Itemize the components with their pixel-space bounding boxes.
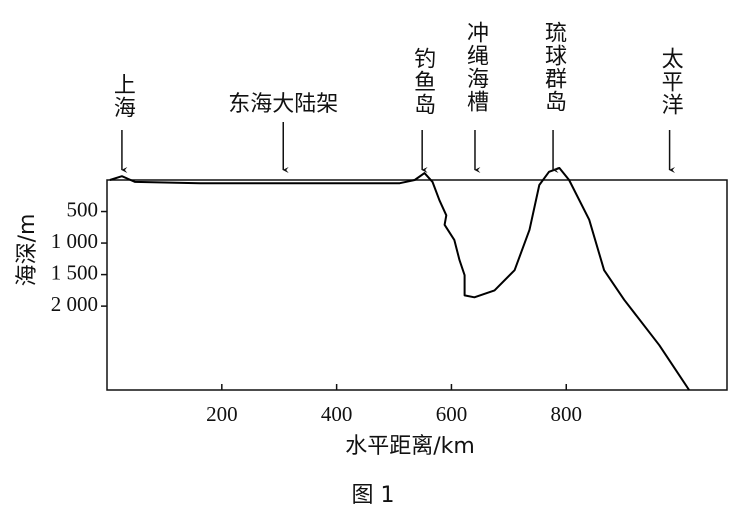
y-tick-label: 500	[67, 197, 99, 221]
y-tick-label: 2 000	[51, 292, 98, 316]
annotation-label: 东海大陆架	[228, 92, 338, 117]
annotation-label: 琉球群岛	[541, 21, 567, 113]
x-tick-label: 800	[551, 402, 583, 426]
annotation-label: 冲绳海槽	[463, 21, 489, 113]
depth-profile	[109, 167, 690, 391]
annotation-label: 钓鱼岛	[410, 47, 436, 116]
annotation-label: 太平洋	[658, 47, 684, 116]
x-tick-label: 200	[206, 402, 238, 426]
y-tick-label: 1 500	[51, 260, 98, 284]
x-tick-label: 400	[321, 402, 353, 426]
x-axis-label: 水平距离/km	[345, 434, 475, 459]
x-tick-label: 600	[436, 402, 468, 426]
y-tick-label: 1 000	[51, 229, 98, 253]
plot-frame	[106, 179, 728, 391]
y-axis-label: 海深/m	[15, 214, 40, 287]
caption: 图 1	[352, 483, 395, 508]
annotation-label: 上海	[110, 73, 136, 119]
